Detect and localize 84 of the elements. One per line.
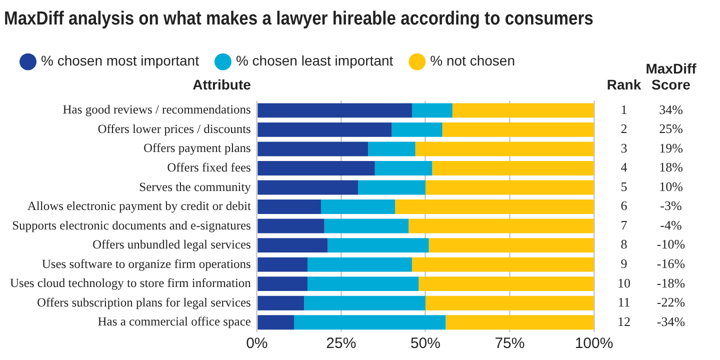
bar (258, 315, 294, 330)
bar (442, 122, 594, 137)
text: -34% (656, 314, 686, 329)
y-tick-label: Serves the community (139, 180, 252, 194)
text: -22% (656, 294, 686, 310)
y-tick-label: Has good reviews / recommendations (62, 102, 252, 117)
text: 10 (618, 275, 630, 290)
bar (320, 200, 396, 214)
y-tick-label: Offers subscription plans for legal services (36, 295, 252, 310)
bar (258, 276, 308, 292)
text: 10% (659, 178, 684, 194)
chart-title: MaxDiff analysis on what makes a lawyer hireable according to consumers (4, 8, 594, 29)
bar (294, 315, 446, 330)
text: 2 (620, 121, 628, 136)
bar (428, 238, 594, 253)
text: 1 (620, 102, 628, 117)
bar (358, 180, 426, 195)
y-tick-label: Supports electronic documents and e-signatures (12, 218, 252, 232)
bar (392, 122, 442, 137)
bar (258, 238, 328, 253)
bar (418, 276, 594, 292)
bar (446, 315, 594, 330)
x-tick-label: 0% (246, 335, 268, 352)
bar (408, 218, 594, 234)
text: MaxDiff Score (646, 60, 697, 93)
bar (258, 142, 368, 156)
bar (258, 180, 358, 195)
bar (425, 296, 594, 310)
bar (258, 103, 412, 118)
text: -18% (656, 275, 686, 290)
bar (368, 142, 416, 156)
bar (307, 276, 419, 292)
text: 9 (620, 256, 628, 271)
bar (452, 103, 594, 118)
text: 25% (659, 121, 684, 136)
bar (258, 218, 324, 234)
text: -4% (660, 217, 682, 232)
bar (412, 103, 452, 118)
bar (324, 218, 409, 234)
bar (432, 161, 594, 176)
x-tick-label: 50% (410, 335, 440, 352)
bar (258, 257, 308, 272)
bar (304, 296, 426, 310)
text: Rank (606, 76, 642, 93)
bar (395, 200, 594, 214)
text: 6 (620, 198, 628, 214)
y-tick-label: Offers unbundled legal services (92, 238, 252, 252)
text: -16% (656, 256, 686, 271)
text: 34% (659, 102, 684, 117)
y-tick-label: Allows electronic payment by credit or debit (27, 199, 252, 214)
bar (374, 161, 432, 176)
x-tick-label: 75% (494, 335, 525, 352)
text: 7 (620, 217, 628, 232)
y-tick-label: Offers lower prices / discounts (98, 122, 252, 136)
bar (258, 200, 321, 214)
y-tick-label: Offers payment plans (144, 141, 252, 156)
bar (415, 142, 594, 156)
text: 12 (618, 314, 630, 329)
y-tick-label: Offers fixed fees (167, 160, 252, 175)
legend-label: % chosen least important (236, 52, 394, 69)
text: 8 (620, 236, 628, 252)
x-tick-label: 100% (574, 335, 614, 352)
bar (328, 238, 429, 253)
text: 19% (659, 140, 684, 156)
text: -3% (660, 198, 682, 214)
text: -10% (656, 236, 686, 252)
bar (258, 122, 392, 137)
y-tick-label: Uses cloud technology to store firm information (10, 276, 252, 290)
text: Attribute (192, 76, 252, 93)
x-tick-label: 25% (326, 335, 356, 352)
text: 11 (618, 294, 630, 310)
y-tick-label: Uses software to organize firm operations (42, 256, 252, 271)
text: 18% (659, 160, 684, 175)
bar (425, 180, 594, 195)
y-tick-label: Has a commercial office space (98, 314, 252, 329)
bar (258, 161, 375, 176)
bar (412, 257, 594, 272)
bar (307, 257, 412, 272)
legend-label: % not chosen (430, 52, 515, 69)
legend-label: % chosen most important (41, 52, 200, 69)
text: 4 (620, 160, 628, 175)
text: 3 (620, 140, 628, 156)
bar (258, 296, 304, 310)
text: 5 (620, 178, 628, 194)
